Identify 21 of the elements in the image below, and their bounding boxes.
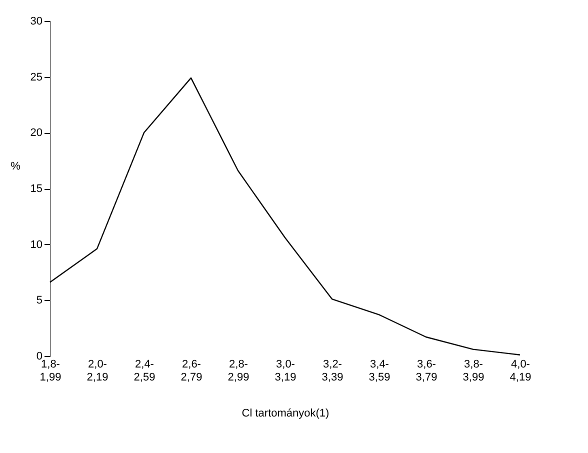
x-tick-label: 2,6-2,79 bbox=[180, 358, 202, 384]
x-tick-label: 2,4-2,59 bbox=[134, 358, 156, 384]
x-tick-label: 2,8-2,99 bbox=[228, 358, 250, 384]
x-tick-label: 3,0-3,19 bbox=[274, 358, 296, 384]
x-tick-label: 3,4-3,59 bbox=[368, 358, 390, 384]
y-tick-label: 0 bbox=[36, 350, 42, 362]
line-series bbox=[49, 77, 521, 356]
x-tick-label: 2,0-2,19 bbox=[86, 358, 108, 384]
y-tick-label: 25 bbox=[30, 71, 42, 84]
x-axis-title: Cl tartományok(1) bbox=[242, 408, 330, 420]
x-tick-label: 3,2-3,39 bbox=[322, 358, 344, 384]
x-tick-label: 1,8-1,99 bbox=[40, 358, 62, 384]
y-tick-label: 15 bbox=[30, 183, 42, 195]
y-tick-label: 20 bbox=[30, 127, 42, 140]
y-tick-label: 10 bbox=[30, 238, 42, 251]
y-tick-label: 5 bbox=[36, 294, 42, 307]
y-tick-label: 30 bbox=[30, 16, 42, 28]
x-tick-label: 3,6-3,79 bbox=[416, 358, 438, 384]
x-tick-label: 4,0-4,19 bbox=[510, 358, 532, 384]
y-axis-title: % bbox=[10, 160, 21, 172]
x-tick-label: 3,8-3,99 bbox=[462, 358, 484, 384]
